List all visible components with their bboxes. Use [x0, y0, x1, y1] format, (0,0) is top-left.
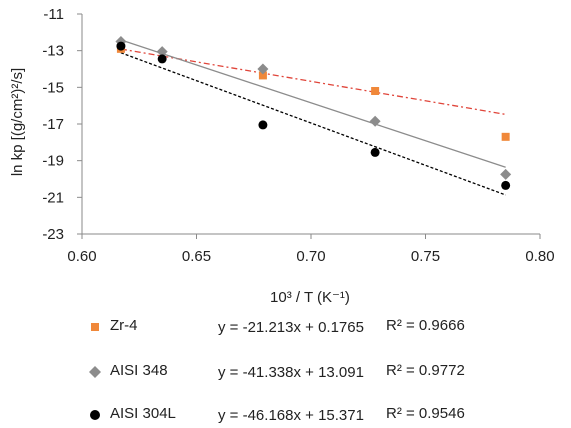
data-point — [501, 180, 511, 190]
data-point — [157, 54, 167, 64]
x-tick-label: 0.65 — [182, 248, 211, 265]
circle-marker-icon — [88, 408, 102, 422]
y-tick-label: -11 — [43, 6, 64, 23]
data-point — [156, 46, 168, 58]
legend-equation: y = -46.168x + 15.371 — [218, 407, 364, 424]
diamond-marker-icon — [88, 365, 102, 379]
x-axis-title: 10³ / T (K⁻¹) — [270, 289, 350, 306]
legend-row-zr4: Zr-4 y = -21.213x + 0.1765 R² = 0.9666 — [88, 316, 558, 340]
y-tick-label: -13 — [42, 43, 64, 60]
legend-row-aisi348: AISI 348 y = -41.338x + 13.091 R² = 0.97… — [88, 361, 558, 385]
legend-equation: y = -21.213x + 0.1765 — [218, 319, 364, 336]
legend-label: AISI 348 — [110, 362, 168, 379]
trendline — [120, 48, 506, 116]
square-marker-icon — [88, 320, 102, 334]
legend-r-squared: R² = 0.9772 — [386, 362, 465, 379]
trendlines — [120, 39, 506, 196]
data-point — [370, 147, 380, 157]
x-tick-label: 0.60 — [67, 248, 96, 265]
legend-row-aisi304l: AISI 304L y = -46.168x + 15.371 R² = 0.9… — [88, 404, 558, 428]
data-point — [116, 41, 126, 51]
y-tick-label: -21 — [42, 189, 64, 206]
axes — [77, 13, 541, 239]
x-tick-label: 0.75 — [411, 248, 440, 265]
data-point — [369, 115, 381, 127]
data-point — [258, 120, 268, 130]
legend-label: AISI 304L — [110, 405, 176, 422]
trendline — [120, 39, 506, 168]
data-points — [115, 36, 512, 190]
data-point — [258, 71, 267, 80]
y-tick-label: -15 — [42, 79, 64, 96]
data-point — [501, 132, 510, 141]
y-tick-label: -19 — [42, 153, 64, 170]
x-tick-label: 0.80 — [525, 248, 554, 265]
data-point — [371, 87, 380, 95]
y-tick-label: -23 — [42, 226, 64, 243]
tick-labels: -11 -13 -15 -17 -19 -21 -230.60 0.65 0.70 0.75 0.8… — [42, 6, 554, 265]
legend-equation: y = -41.338x + 13.091 — [218, 364, 364, 381]
legend-r-squared: R² = 0.9666 — [386, 317, 465, 334]
chart: -11 -13 -15 -17 -19 -21 -230.60 0.65 0.70 0.75 0.8… — [9, 6, 555, 306]
legend-label: Zr-4 — [110, 317, 138, 334]
y-tick-label: -17 — [42, 116, 64, 133]
data-point — [500, 168, 512, 180]
x-tick-label: 0.70 — [296, 248, 325, 265]
trendline — [120, 52, 506, 196]
legend-r-squared: R² = 0.9546 — [386, 405, 465, 422]
y-axis-title: ln kp [(g/cm²)²/s] — [9, 68, 26, 176]
data-point — [257, 63, 269, 75]
